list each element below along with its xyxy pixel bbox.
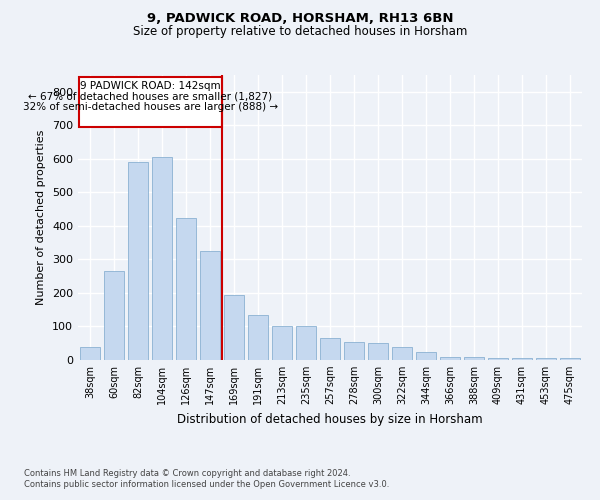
Text: Size of property relative to detached houses in Horsham: Size of property relative to detached ho…	[133, 25, 467, 38]
Text: Contains public sector information licensed under the Open Government Licence v3: Contains public sector information licen…	[24, 480, 389, 489]
Bar	[224, 294, 244, 360]
Bar	[440, 356, 460, 360]
Bar	[512, 358, 532, 360]
Bar	[320, 338, 340, 360]
Bar	[464, 358, 484, 360]
Bar	[79, 76, 221, 127]
Bar	[272, 326, 292, 360]
Bar	[176, 218, 196, 360]
Bar	[104, 271, 124, 360]
Bar	[296, 326, 316, 360]
Bar	[536, 358, 556, 360]
Text: 9 PADWICK ROAD: 142sqm: 9 PADWICK ROAD: 142sqm	[80, 81, 221, 91]
Bar	[368, 343, 388, 360]
Text: ← 67% of detached houses are smaller (1,827): ← 67% of detached houses are smaller (1,…	[28, 92, 272, 102]
Bar	[80, 346, 100, 360]
Bar	[416, 352, 436, 360]
Y-axis label: Number of detached properties: Number of detached properties	[37, 130, 46, 305]
Bar	[128, 162, 148, 360]
Bar	[560, 358, 580, 360]
Bar	[200, 251, 220, 360]
Bar	[488, 358, 508, 360]
Bar	[152, 157, 172, 360]
Bar	[248, 314, 268, 360]
Bar	[392, 346, 412, 360]
Text: 32% of semi-detached houses are larger (888) →: 32% of semi-detached houses are larger (…	[23, 102, 278, 112]
Bar	[344, 342, 364, 360]
Text: 9, PADWICK ROAD, HORSHAM, RH13 6BN: 9, PADWICK ROAD, HORSHAM, RH13 6BN	[147, 12, 453, 26]
X-axis label: Distribution of detached houses by size in Horsham: Distribution of detached houses by size …	[177, 412, 483, 426]
Text: Contains HM Land Registry data © Crown copyright and database right 2024.: Contains HM Land Registry data © Crown c…	[24, 468, 350, 477]
